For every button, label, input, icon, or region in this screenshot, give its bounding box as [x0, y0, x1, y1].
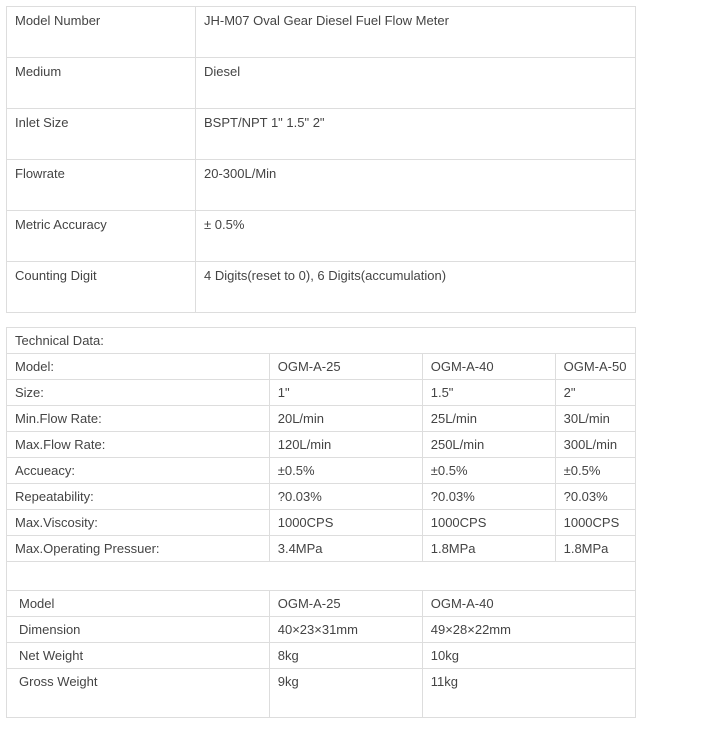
- dim-row: Net Weight8kg10kg: [7, 643, 636, 669]
- tech-col-a: OGM-A-25: [269, 354, 422, 380]
- tech-row-value: ?0.03%: [422, 484, 555, 510]
- dim-row-value: 9kg: [269, 669, 422, 718]
- tech-row-value: 250L/min: [422, 432, 555, 458]
- tech-row-value: ?0.03%: [269, 484, 422, 510]
- tech-title-row: Technical Data:: [7, 328, 636, 354]
- dim-col-b: OGM-A-40: [422, 591, 635, 617]
- dim-row-value: 40×23×31mm: [269, 617, 422, 643]
- spec-value: ± 0.5%: [196, 211, 636, 262]
- dim-row-value: 8kg: [269, 643, 422, 669]
- tech-row-value: ±0.5%: [422, 458, 555, 484]
- spec-row: MediumDiesel: [7, 58, 636, 109]
- dim-row-value: 49×28×22mm: [422, 617, 635, 643]
- tech-col-label: Model:: [7, 354, 270, 380]
- tech-row-value: 1000CPS: [422, 510, 555, 536]
- dim-col-a: OGM-A-25: [269, 591, 422, 617]
- spec-label: Model Number: [7, 7, 196, 58]
- tech-row: Repeatability:?0.03%?0.03%?0.03%: [7, 484, 636, 510]
- spec-label: Counting Digit: [7, 262, 196, 313]
- spec-value: JH-M07 Oval Gear Diesel Fuel Flow Meter: [196, 7, 636, 58]
- tech-header-row: Model: OGM-A-25 OGM-A-40 OGM-A-50: [7, 354, 636, 380]
- spec-label: Metric Accuracy: [7, 211, 196, 262]
- spec-value: BSPT/NPT 1" 1.5" 2": [196, 109, 636, 160]
- technical-data-table: Technical Data: Model: OGM-A-25 OGM-A-40…: [6, 327, 636, 718]
- tech-row: Accueacy:±0.5%±0.5%±0.5%: [7, 458, 636, 484]
- tech-row-value: 1.8MPa: [555, 536, 635, 562]
- tech-row-value: 30L/min: [555, 406, 635, 432]
- spec-value: 4 Digits(reset to 0), 6 Digits(accumulat…: [196, 262, 636, 313]
- spec-value: 20-300L/Min: [196, 160, 636, 211]
- tech-row: Max.Operating Pressuer:3.4MPa1.8MPa1.8MP…: [7, 536, 636, 562]
- spec-value: Diesel: [196, 58, 636, 109]
- tech-row-value: 20L/min: [269, 406, 422, 432]
- tech-row-value: 1": [269, 380, 422, 406]
- spec-table: Model NumberJH-M07 Oval Gear Diesel Fuel…: [6, 6, 636, 313]
- dim-col-label: Model: [7, 591, 270, 617]
- tech-row-value: 3.4MPa: [269, 536, 422, 562]
- spec-label: Flowrate: [7, 160, 196, 211]
- tech-row: Max.Flow Rate:120L/min250L/min300L/min: [7, 432, 636, 458]
- tech-row-value: 25L/min: [422, 406, 555, 432]
- spec-row: Metric Accuracy± 0.5%: [7, 211, 636, 262]
- spec-label: Inlet Size: [7, 109, 196, 160]
- tech-row-label: Accueacy:: [7, 458, 270, 484]
- dim-row-label: Gross Weight: [7, 669, 270, 718]
- spec-row: Flowrate20-300L/Min: [7, 160, 636, 211]
- tech-title: Technical Data:: [7, 328, 636, 354]
- spec-row: Inlet SizeBSPT/NPT 1" 1.5" 2": [7, 109, 636, 160]
- dim-row-label: Dimension: [7, 617, 270, 643]
- tech-row: Min.Flow Rate:20L/min25L/min30L/min: [7, 406, 636, 432]
- dim-row: Dimension40×23×31mm49×28×22mm: [7, 617, 636, 643]
- tech-row-label: Repeatability:: [7, 484, 270, 510]
- tech-row-value: 1000CPS: [555, 510, 635, 536]
- tech-row: Max.Viscosity:1000CPS1000CPS1000CPS: [7, 510, 636, 536]
- dim-row-value: 10kg: [422, 643, 635, 669]
- spec-label: Medium: [7, 58, 196, 109]
- spec-row: Model NumberJH-M07 Oval Gear Diesel Fuel…: [7, 7, 636, 58]
- tech-row-value: 2": [555, 380, 635, 406]
- tech-row: Size:1"1.5"2": [7, 380, 636, 406]
- tech-row-value: ±0.5%: [555, 458, 635, 484]
- tech-col-c: OGM-A-50: [555, 354, 635, 380]
- tech-col-b: OGM-A-40: [422, 354, 555, 380]
- tech-row-value: 1.8MPa: [422, 536, 555, 562]
- spec-row: Counting Digit4 Digits(reset to 0), 6 Di…: [7, 262, 636, 313]
- dim-header-row: Model OGM-A-25 OGM-A-40: [7, 591, 636, 617]
- tech-row-value: 1000CPS: [269, 510, 422, 536]
- tech-row-value: ±0.5%: [269, 458, 422, 484]
- tech-row-value: 300L/min: [555, 432, 635, 458]
- tech-row-value: 120L/min: [269, 432, 422, 458]
- tech-row-label: Max.Operating Pressuer:: [7, 536, 270, 562]
- dim-row: Gross Weight9kg11kg: [7, 669, 636, 718]
- tech-row-label: Min.Flow Rate:: [7, 406, 270, 432]
- dim-row-value: 11kg: [422, 669, 635, 718]
- tech-row-label: Max.Flow Rate:: [7, 432, 270, 458]
- tech-row-label: Max.Viscosity:: [7, 510, 270, 536]
- tech-row-value: 1.5": [422, 380, 555, 406]
- blank-separator-row: [7, 562, 636, 591]
- tech-row-value: ?0.03%: [555, 484, 635, 510]
- tech-row-label: Size:: [7, 380, 270, 406]
- dim-row-label: Net Weight: [7, 643, 270, 669]
